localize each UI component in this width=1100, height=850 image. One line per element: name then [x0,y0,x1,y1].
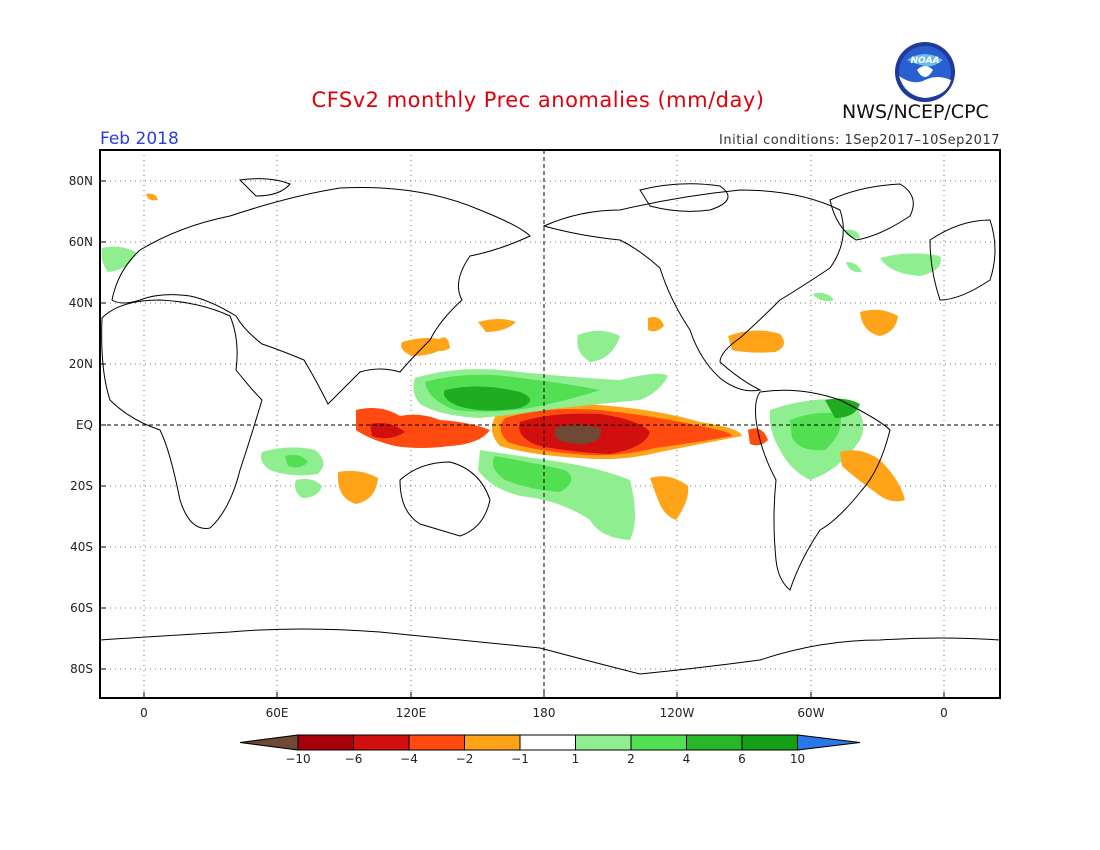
lat-label: 60S [70,601,93,615]
colorbar-label: −6 [345,752,363,766]
lon-label: 180 [533,706,556,720]
lat-label: 20N [69,357,93,371]
dry-anomaly-core [555,425,601,444]
graticule [100,150,1000,698]
lon-label: 120W [660,706,695,720]
colorbar-segment [297,734,354,751]
longitude-labels: 0 60E 120E 180 120W 60W 0 [140,692,948,720]
colorbar-segment [519,734,576,751]
map-content [100,150,1000,698]
colorbar-label: −10 [285,752,310,766]
noaa-logo-text: NOAA [910,56,939,66]
lat-label: 80N [69,174,93,188]
colorbar-segment [686,734,743,751]
wet-anomaly-band-north-heavy [443,386,530,411]
colorbar-label: 6 [738,752,746,766]
colorbar-segment [575,734,632,751]
lat-label: EQ [76,418,93,432]
colorbar-label: −4 [400,752,418,766]
lat-label: 40S [70,540,93,554]
lat-label: 80S [70,662,93,676]
colorbar-label: 2 [627,752,635,766]
lon-label: 120E [396,706,427,720]
lon-label: 60W [797,706,824,720]
lon-label: 60E [266,706,289,720]
lon-label: 0 [140,706,148,720]
month-label: Feb 2018 [100,129,179,149]
colorbar-label: −2 [456,752,474,766]
colorbar-segment [630,734,687,751]
latitude-labels: 80N 60N 40N 20N EQ 20S 40S 60S 80S [69,174,106,676]
colorbar-left-arrow [239,734,299,751]
noaa-logo: NOAA [895,42,955,102]
map-frame [99,149,1001,699]
lat-label: 40N [69,296,93,310]
colorbar [239,734,861,751]
precip-anomaly-shading [101,193,941,540]
lon-label: 0 [940,706,948,720]
chart-title: CFSv2 monthly Prec anomalies (mm/day) [311,88,765,112]
colorbar-segment [464,734,521,751]
colorbar-label: 10 [790,752,805,766]
colorbar-label: −1 [511,752,529,766]
colorbar-label: 1 [572,752,580,766]
lat-label: 20S [70,479,93,493]
colorbar-right-arrow [797,734,861,751]
colorbar-labels: −10 −6 −4 −2 −1 1 2 4 6 10 [285,752,805,766]
colorbar-segment [353,734,410,751]
colorbar-segment [408,734,465,751]
dry-anomaly-indian-ocean [337,470,378,504]
colorbar-segment [741,734,798,751]
dry-anomaly-gulf [728,330,784,353]
lat-label: 60N [69,235,93,249]
agency-label: NWS/NCEP/CPC [842,101,989,123]
dry-anomaly-maritime [356,408,490,448]
initial-conditions-label: Initial conditions: 1Sep2017–10Sep2017 [719,133,1000,148]
colorbar-label: 4 [683,752,691,766]
coastlines [100,178,1000,675]
